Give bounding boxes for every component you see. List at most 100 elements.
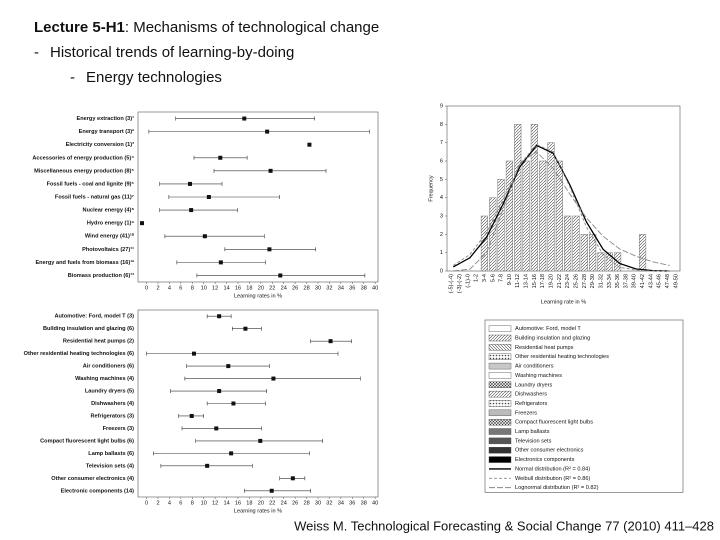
x-tick-label: 45-46 <box>657 274 663 288</box>
legend-label: Freezers <box>515 410 537 416</box>
y-tick-label: 8 <box>440 122 443 128</box>
legend-label: Normal distribution (R² = 0.84) <box>515 466 590 472</box>
category-label: Compact fluorescent light bulbs (6) <box>40 438 134 444</box>
category-label: Photovoltaics (27)¹¹ <box>82 246 134 253</box>
legend-swatch <box>488 447 512 454</box>
point-marker <box>226 364 231 369</box>
x-tick-label: 41-42 <box>640 274 646 288</box>
x-tick-label: 8 <box>191 500 194 506</box>
x-tick-label: 9-10 <box>507 274 513 285</box>
title-lecture: Lecture 5-H1 <box>34 19 125 36</box>
x-tick-label: 18 <box>246 285 252 291</box>
x-tick-label: 35-36 <box>615 274 621 288</box>
x-tick-label: 36 <box>349 285 355 291</box>
legend-label: Residential heat pumps <box>515 345 574 351</box>
bar <box>580 234 588 272</box>
legend-swatch <box>488 400 512 407</box>
x-tick-label: 15-16 <box>532 274 538 288</box>
point-marker <box>217 314 222 319</box>
y-tick-label: 6 <box>440 158 443 164</box>
x-tick-label: 34 <box>338 285 344 291</box>
fit-curve <box>453 151 670 272</box>
bar <box>597 252 605 272</box>
plot-frame <box>137 309 379 498</box>
x-tick-label: 24 <box>281 500 287 506</box>
x-tick-label: 37-38 <box>623 274 629 288</box>
point-marker <box>206 195 211 199</box>
point-marker <box>189 208 194 213</box>
bar <box>589 234 597 272</box>
x-tick-label: 30 <box>315 285 321 291</box>
x-tick-label: 32 <box>326 500 332 506</box>
bullet-marker: - <box>34 44 39 61</box>
legend-swatch <box>488 418 512 426</box>
point-marker <box>218 260 223 265</box>
citation: Weiss M. Technological Forecasting & Soc… <box>294 518 714 533</box>
point-marker <box>265 129 270 134</box>
bar <box>514 124 522 272</box>
x-tick-label: 27-28 <box>582 274 588 288</box>
legend-label: Refrigerators <box>515 401 548 407</box>
bar <box>605 252 613 272</box>
x-tick-label: 39-40 <box>632 274 638 288</box>
x-tick-label: (-5)-(-4) <box>449 274 455 293</box>
legend-swatch <box>488 325 512 332</box>
bar <box>505 160 513 272</box>
legend-label: Other consumer electronics <box>515 448 584 454</box>
legend-label: Compact fluorescent light bulbs <box>515 420 593 426</box>
x-tick-label: 16 <box>235 500 241 506</box>
x-tick-label: 14 <box>223 285 229 291</box>
x-tick-label: 47-48 <box>665 274 671 288</box>
legend-label: Television sets <box>515 438 552 444</box>
point-marker <box>218 155 223 160</box>
x-tick-label: 40 <box>372 285 378 291</box>
legend-label: Washing machines <box>515 373 562 379</box>
point-marker <box>217 389 222 394</box>
x-tick-label: 19-20 <box>549 274 555 288</box>
point-marker <box>189 413 194 418</box>
x-tick-label: 22 <box>269 285 275 291</box>
category-label: Electricity conversion (1)³ <box>66 141 135 148</box>
x-tick-label: 6 <box>179 285 182 291</box>
legend-swatch <box>488 409 512 417</box>
legend-swatch <box>488 456 512 463</box>
category-label: Television sets (4) <box>86 463 134 469</box>
x-tick-label: (-3)-(-2) <box>457 274 463 293</box>
point-marker <box>229 451 234 456</box>
y-tick-label: 0 <box>440 268 443 274</box>
category-label: Electronic components (14) <box>61 488 134 494</box>
category-label: Refrigerators (3) <box>90 413 134 419</box>
point-marker <box>268 168 273 173</box>
legend-label: Lamp ballasts <box>515 429 550 435</box>
bar <box>530 124 538 272</box>
x-tick-label: 3-4 <box>482 274 488 282</box>
category-label: Wind energy (41)¹⁰ <box>85 233 135 240</box>
x-tick-label: 28 <box>303 285 309 291</box>
category-label: Nuclear energy (4)⁸ <box>83 208 135 214</box>
y-tick-label: 1 <box>440 250 443 256</box>
category-label: Energy transport (3)² <box>79 128 134 135</box>
y-tick-label: 4 <box>440 195 443 201</box>
legend-swatch <box>488 362 512 370</box>
bar <box>547 142 555 272</box>
point-marker <box>271 376 276 381</box>
legend-swatch <box>488 344 512 351</box>
legend-swatch <box>488 334 512 342</box>
legend-swatch <box>488 353 512 360</box>
title-topic: : Mechanisms of technological change <box>125 19 379 36</box>
plot-frame <box>137 111 379 283</box>
bullet-marker: - <box>70 69 75 86</box>
point-marker <box>307 142 312 147</box>
x-tick-label: 49-50 <box>673 274 679 288</box>
point-marker <box>328 339 333 344</box>
x-tick-label: 10 <box>201 285 207 291</box>
bar <box>555 160 563 272</box>
x-tick-label: 8 <box>191 285 194 291</box>
slide-title: Lecture 5-H1: Mechanisms of technologica… <box>34 19 379 36</box>
x-tick-label: 43-44 <box>648 274 654 288</box>
x-tick-label: 22 <box>269 500 275 506</box>
x-tick-label: 38 <box>361 285 367 291</box>
plot-frame <box>446 105 681 272</box>
category-label: Building insulation and glazing (6) <box>43 326 134 332</box>
